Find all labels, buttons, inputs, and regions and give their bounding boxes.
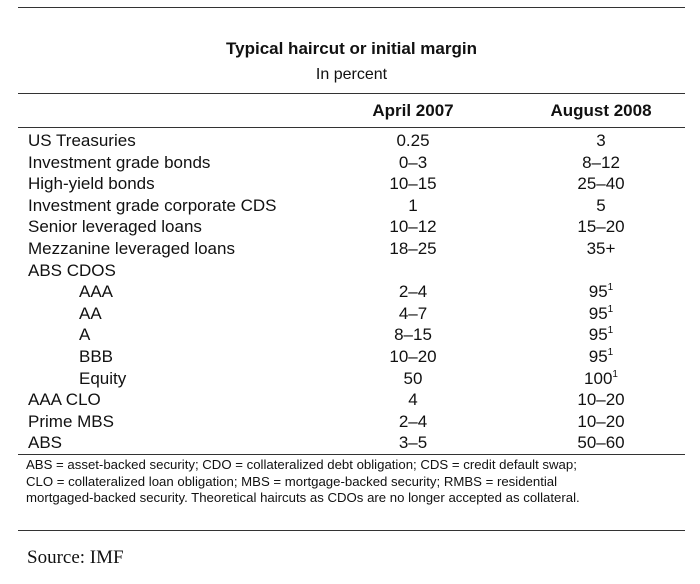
table-title: Typical haircut or initial margin bbox=[226, 39, 477, 58]
row-label: Prime MBS bbox=[28, 411, 114, 431]
cell-april-2007: 10–15 bbox=[389, 174, 437, 194]
cell-value: 8–12 bbox=[582, 152, 620, 172]
table-row: A 8–15 951 bbox=[0, 325, 700, 346]
cell-august-2008: 951 bbox=[521, 325, 681, 345]
table-row: US Treasuries 0.25 3 bbox=[0, 131, 700, 152]
cell-april-2007: 18–25 bbox=[389, 239, 437, 258]
table-row: Investment grade corporate CDS 1 5 bbox=[0, 196, 700, 217]
cell-value: 95 bbox=[588, 303, 608, 323]
cell-april-2007: 4–7 bbox=[398, 303, 428, 323]
cell-april-2007: 8–15 bbox=[394, 325, 432, 345]
top-rule bbox=[18, 7, 685, 8]
cell-august-2008: 951 bbox=[521, 304, 681, 324]
row-label: US Treasuries bbox=[28, 131, 136, 150]
cell-august-2008: 3 bbox=[521, 131, 681, 151]
footnote-marker: 1 bbox=[607, 282, 614, 294]
table-subtitle: In percent bbox=[315, 66, 388, 83]
header-bottom-rule bbox=[18, 127, 685, 128]
cell-august-2008: 35+ bbox=[521, 239, 681, 259]
cell-august-2008: 10–20 bbox=[521, 390, 681, 410]
header-top-rule bbox=[18, 93, 685, 94]
source-line: Source: IMF bbox=[27, 547, 124, 568]
footnote-marker: 1 bbox=[607, 347, 614, 358]
row-label: ABS bbox=[28, 433, 63, 453]
footnote-marker: 1 bbox=[607, 325, 614, 337]
table-row: AA 4–7 951 bbox=[0, 304, 700, 325]
row-label: BBB bbox=[79, 347, 114, 366]
cell-april-2007: 0.25 bbox=[396, 131, 430, 150]
table-row: Senior leveraged loans 10–12 15–20 bbox=[0, 217, 700, 238]
table-row: ABS 3–5 50–60 bbox=[0, 433, 700, 454]
row-label: Equity bbox=[79, 368, 127, 388]
cell-value: 3 bbox=[596, 131, 606, 150]
cell-value: 95 bbox=[588, 347, 608, 366]
row-label: ABS CDOS bbox=[28, 260, 116, 280]
row-label: Senior leveraged loans bbox=[28, 217, 202, 237]
note-line: ABS = asset-backed security; CDO = colla… bbox=[26, 457, 577, 472]
row-label: Investment grade bonds bbox=[28, 152, 211, 172]
table-row: AAA CLO 4 10–20 bbox=[0, 390, 700, 411]
table-row: ABS CDOS bbox=[0, 261, 700, 282]
cell-value: 25–40 bbox=[577, 174, 625, 194]
cell-august-2008: 1001 bbox=[521, 369, 681, 389]
table-row: AAA 2–4 951 bbox=[0, 282, 700, 303]
footnote-marker: 1 bbox=[607, 303, 614, 315]
cell-value: 15–20 bbox=[577, 217, 625, 237]
column-header-april-2007: April 2007 bbox=[372, 101, 454, 120]
cell-april-2007: 3–5 bbox=[398, 433, 428, 453]
row-label: AAA CLO bbox=[28, 390, 101, 410]
cell-april-2007: 4 bbox=[408, 390, 418, 410]
cell-april-2007: 50 bbox=[403, 368, 423, 388]
note-line: CLO = collateralized loan obligation; MB… bbox=[26, 473, 558, 489]
cell-value: 35+ bbox=[586, 239, 616, 258]
table-row: BBB 10–20 951 bbox=[0, 347, 700, 368]
cell-august-2008: 5 bbox=[521, 196, 681, 216]
cell-august-2008: 8–12 bbox=[521, 153, 681, 173]
cell-august-2008: 951 bbox=[521, 347, 681, 367]
cell-august-2008: 50–60 bbox=[521, 433, 681, 453]
footnote-marker: 1 bbox=[612, 368, 618, 380]
cell-august-2008: 951 bbox=[521, 282, 681, 302]
cell-value: 5 bbox=[596, 195, 606, 215]
table-row: Equity 50 1001 bbox=[0, 369, 700, 390]
table-row: High-yield bonds 10–15 25–40 bbox=[0, 174, 700, 195]
bottom-rule bbox=[18, 530, 685, 531]
note-line: mortgaged-backed security. Theoretical h… bbox=[26, 490, 580, 505]
table-notes: ABS = asset-backed security; CDO = colla… bbox=[26, 457, 686, 507]
row-label: A bbox=[79, 325, 91, 345]
table-row: Prime MBS 2–4 10–20 bbox=[0, 412, 700, 433]
cell-value: 10–20 bbox=[577, 390, 625, 410]
table-row: Mezzanine leveraged loans 18–25 35+ bbox=[0, 239, 700, 260]
cell-august-2008: 25–40 bbox=[521, 174, 681, 194]
table-row: Investment grade bonds 0–3 8–12 bbox=[0, 153, 700, 174]
cell-value: 95 bbox=[588, 282, 608, 302]
row-label: High-yield bonds bbox=[28, 174, 155, 194]
cell-value: 100 bbox=[584, 368, 613, 388]
cell-april-2007: 10–20 bbox=[389, 347, 437, 366]
row-label: AA bbox=[79, 303, 102, 323]
cell-august-2008: 10–20 bbox=[521, 412, 681, 432]
cell-april-2007: 0–3 bbox=[398, 152, 428, 172]
cell-value: 95 bbox=[588, 325, 608, 345]
cell-april-2007: 2–4 bbox=[398, 282, 428, 302]
row-label: Mezzanine leveraged loans bbox=[28, 239, 235, 258]
column-header-august-2008: August 2008 bbox=[550, 101, 652, 120]
cell-april-2007: 2–4 bbox=[398, 411, 428, 431]
row-label: Investment grade corporate CDS bbox=[28, 195, 277, 215]
cell-value: 50–60 bbox=[577, 433, 625, 453]
cell-value: 10–20 bbox=[577, 411, 625, 431]
cell-april-2007: 10–12 bbox=[389, 217, 437, 237]
cell-august-2008: 15–20 bbox=[521, 217, 681, 237]
notes-top-rule bbox=[18, 454, 685, 455]
cell-april-2007: 1 bbox=[408, 195, 418, 215]
row-label: AAA bbox=[79, 282, 114, 302]
